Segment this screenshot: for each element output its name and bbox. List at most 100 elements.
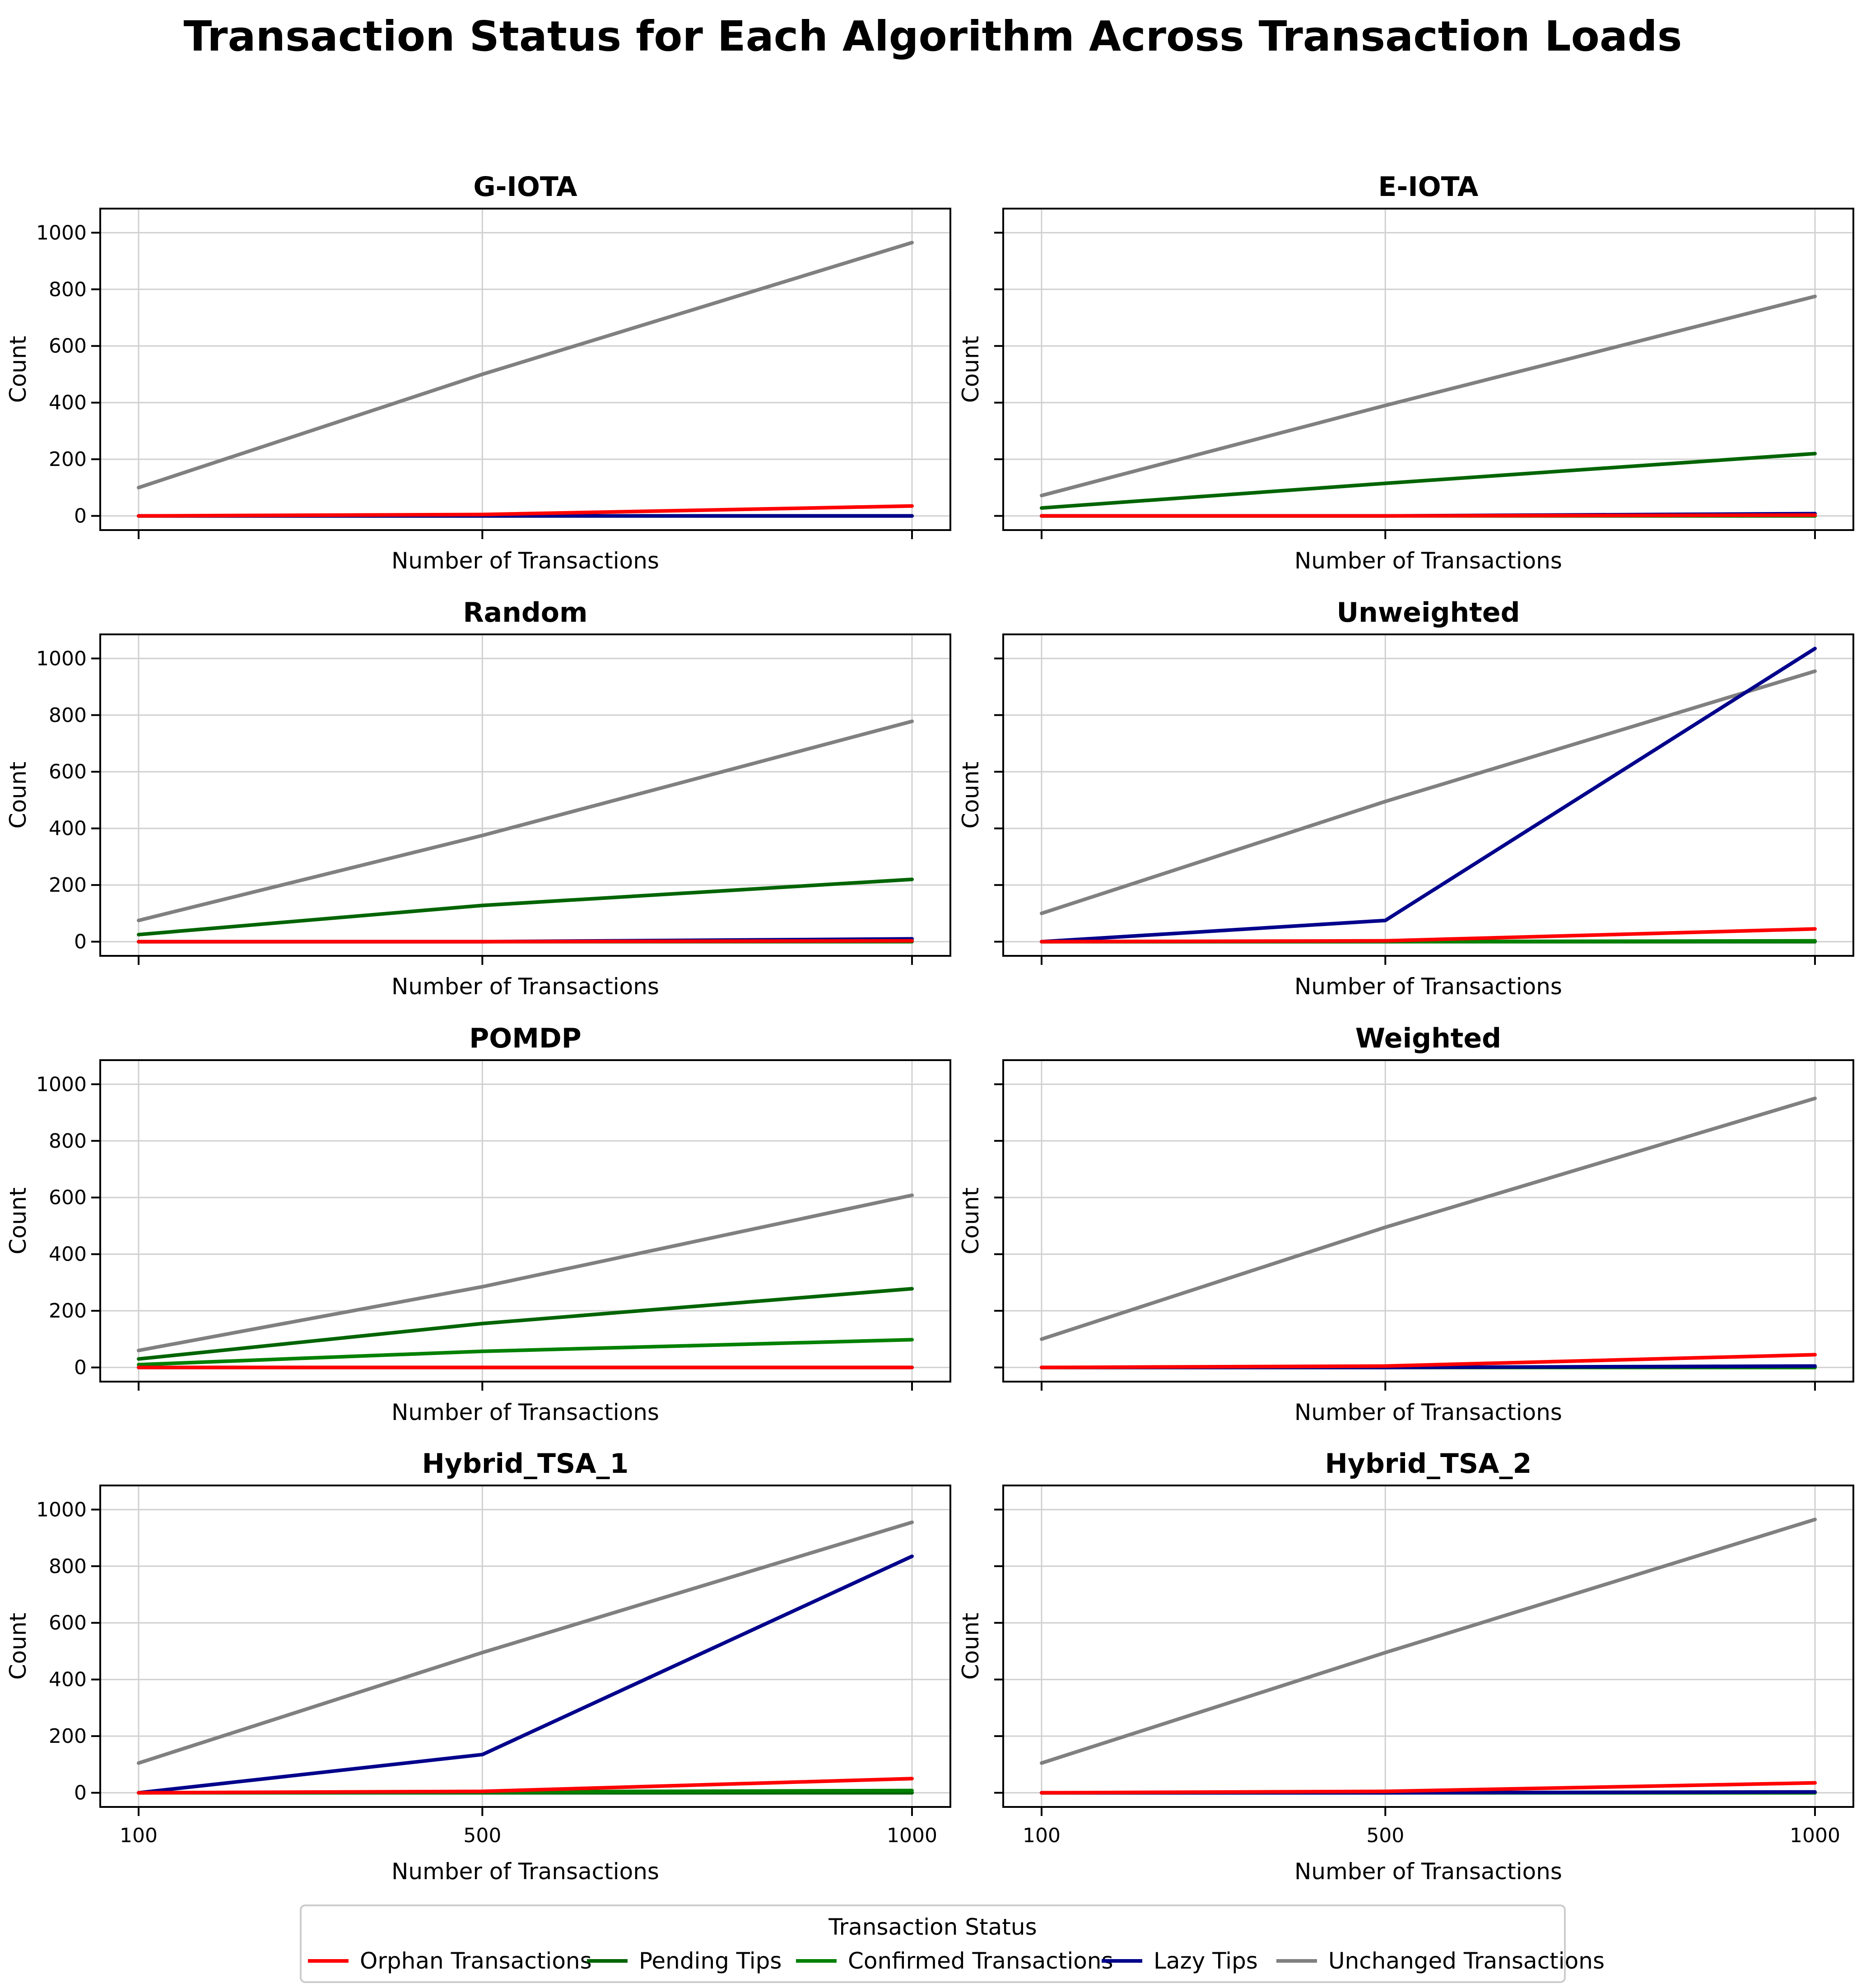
axes-frame bbox=[99, 1485, 951, 1808]
y-axis-label: Count bbox=[5, 762, 31, 829]
y-tick-label: 600 bbox=[49, 1186, 87, 1209]
panel-pomdp: 0 200 400 600 800 1000 POMDP Number of Transact… bbox=[5, 1023, 951, 1425]
legend-entry-orphan-transactions: Orphan Transactions bbox=[308, 1948, 592, 1974]
y-tick-label: 0 bbox=[74, 505, 87, 528]
legend-entry-lazy-tips: Lazy Tips bbox=[1102, 1948, 1258, 1974]
y-tick-label: 200 bbox=[49, 874, 87, 897]
x-tick-label: 500 bbox=[1366, 1824, 1404, 1847]
x-axis-label: Number of Transactions bbox=[1294, 1399, 1562, 1425]
y-tick-label: 200 bbox=[49, 448, 87, 471]
y-axis-label: Count bbox=[958, 1613, 984, 1680]
panel-title: G-IOTA bbox=[473, 171, 577, 203]
series-line-unchanged-transactions bbox=[137, 719, 914, 922]
x-axis-label: Number of Transactions bbox=[1294, 1858, 1562, 1885]
x-axis-label: Number of Transactions bbox=[391, 973, 659, 1000]
x-axis-label: Number of Transactions bbox=[1294, 548, 1562, 574]
panel-hybrid-tsa-2: 100 500 1000 Hybrid_TSA_2 Number of Transact… bbox=[958, 1448, 1854, 1885]
y-tick-label: 600 bbox=[49, 1611, 87, 1634]
x-axis-label: Number of Transactions bbox=[391, 1399, 659, 1425]
x-tick-label: 100 bbox=[120, 1824, 158, 1847]
series-line-unchanged-transactions bbox=[1040, 294, 1817, 498]
panel-title: Random bbox=[463, 597, 587, 629]
panel-g-iota: 0 200 400 600 800 1000 G-IOTA Number of Transac… bbox=[5, 171, 951, 574]
y-axis-label: Count bbox=[958, 1187, 984, 1255]
x-tick-label: 1000 bbox=[1790, 1824, 1840, 1847]
x-axis-label: Number of Transactions bbox=[1294, 973, 1562, 1000]
y-tick-label: 400 bbox=[49, 1668, 87, 1691]
x-axis-label: Number of Transactions bbox=[391, 1858, 659, 1885]
axes-frame bbox=[1002, 1059, 1854, 1383]
legend-entry-pending-tips: Pending Tips bbox=[587, 1948, 782, 1974]
y-tick-label: 800 bbox=[49, 1130, 87, 1153]
y-tick-label: 0 bbox=[74, 931, 87, 954]
series-line-orphan-transactions bbox=[137, 504, 914, 518]
y-tick-label: 800 bbox=[49, 704, 87, 727]
y-tick-label: 400 bbox=[49, 1243, 87, 1266]
x-tick-label: 500 bbox=[463, 1824, 501, 1847]
panel-unweighted: Unweighted Number of Transactions Count bbox=[958, 597, 1854, 1000]
y-axis-label: Count bbox=[958, 336, 984, 403]
y-tick-label: 1000 bbox=[36, 1073, 87, 1096]
series-line-unchanged-transactions bbox=[137, 1193, 914, 1352]
axes-frame bbox=[1002, 633, 1854, 957]
legend-entry-unchanged-transactions: Unchanged Transactions bbox=[1276, 1948, 1605, 1974]
y-axis-label: Count bbox=[5, 1187, 31, 1255]
legend-label: Confirmed Transactions bbox=[848, 1948, 1113, 1974]
series-line-orphan-transactions bbox=[1040, 1781, 1817, 1795]
legend-entry-confirmed-transactions: Confirmed Transactions bbox=[796, 1948, 1113, 1974]
chart-title: Transaction Status for Each Algorithm Ac… bbox=[183, 12, 1682, 61]
panel-title: Unweighted bbox=[1336, 597, 1520, 629]
legend-label: Orphan Transactions bbox=[360, 1948, 592, 1974]
y-tick-label: 1000 bbox=[36, 647, 87, 670]
legend-title: Transaction Status bbox=[828, 1914, 1037, 1940]
series-line-pending-tips bbox=[137, 877, 914, 936]
series-line-confirmed-transactions bbox=[137, 1338, 914, 1367]
y-axis-label: Count bbox=[958, 762, 984, 829]
legend-entries: Orphan Transactions Pending Tips Confirmed… bbox=[308, 1948, 1605, 1974]
y-tick-label: 200 bbox=[49, 1725, 87, 1748]
legend-label: Pending Tips bbox=[639, 1948, 782, 1974]
series-line-unchanged-transactions bbox=[1040, 669, 1817, 915]
axes-frame bbox=[99, 633, 951, 957]
y-tick-label: 0 bbox=[74, 1356, 87, 1379]
y-tick-label: 400 bbox=[49, 391, 87, 414]
y-axis-label: Count bbox=[5, 1613, 31, 1680]
y-tick-label: 1000 bbox=[36, 1498, 87, 1521]
y-tick-label: 400 bbox=[49, 817, 87, 840]
panel-title: POMDP bbox=[469, 1023, 581, 1054]
axes-frame bbox=[99, 208, 951, 531]
y-axis-label: Count bbox=[5, 336, 31, 403]
panel-title: Hybrid_TSA_2 bbox=[1325, 1448, 1532, 1480]
legend: Transaction Status Orphan Transactions Pe… bbox=[300, 1904, 1605, 1983]
y-tick-label: 0 bbox=[74, 1782, 87, 1805]
x-tick-label: 1000 bbox=[887, 1824, 937, 1847]
series-line-unchanged-transactions bbox=[137, 1520, 914, 1765]
panel-weighted: Weighted Number of Transactions Count bbox=[958, 1023, 1854, 1425]
y-tick-label: 600 bbox=[49, 760, 87, 783]
y-tick-label: 800 bbox=[49, 278, 87, 301]
y-tick-label: 800 bbox=[49, 1555, 87, 1578]
y-tick-label: 1000 bbox=[36, 221, 87, 244]
panel-title: E-IOTA bbox=[1378, 171, 1479, 203]
y-tick-label: 600 bbox=[49, 335, 87, 358]
legend-label: Lazy Tips bbox=[1154, 1948, 1258, 1974]
series-line-orphan-transactions bbox=[137, 1777, 914, 1795]
series-line-lazy-tips bbox=[1040, 647, 1817, 944]
legend-box bbox=[300, 1904, 1566, 1983]
panel-e-iota: E-IOTA Number of Transactions Count bbox=[958, 171, 1854, 574]
series-line-pending-tips bbox=[137, 1287, 914, 1361]
series-line-unchanged-transactions bbox=[1040, 1096, 1817, 1341]
panel-hybrid-tsa-1: 100 500 1000 0 200 400 600 800 1000 Hybrid_TSA_1 N… bbox=[5, 1448, 951, 1885]
series-line-orphan-transactions bbox=[1040, 1353, 1817, 1369]
panel-random: 0 200 400 600 800 1000 Random Number of Transac… bbox=[5, 597, 951, 1000]
panel-title: Hybrid_TSA_1 bbox=[422, 1448, 629, 1480]
series-line-orphan-transactions bbox=[1040, 927, 1817, 944]
axes-frame bbox=[1002, 1485, 1854, 1808]
series-line-unchanged-transactions bbox=[137, 241, 914, 489]
series-line-pending-tips bbox=[1040, 452, 1817, 510]
series-line-lazy-tips bbox=[137, 1554, 914, 1795]
axes-frame bbox=[1002, 208, 1854, 531]
x-tick-label: 100 bbox=[1023, 1824, 1061, 1847]
